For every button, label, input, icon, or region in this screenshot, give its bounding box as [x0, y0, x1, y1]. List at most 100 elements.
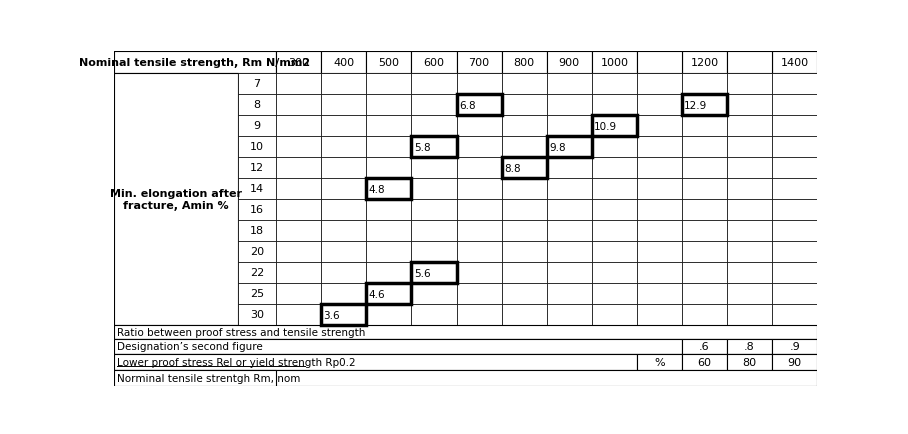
- Bar: [457, 199, 501, 220]
- Bar: [637, 304, 682, 325]
- Bar: [772, 220, 817, 241]
- Text: 7: 7: [253, 79, 261, 89]
- Bar: [592, 52, 637, 74]
- Bar: [321, 220, 367, 241]
- Bar: [682, 241, 727, 262]
- Bar: [367, 178, 411, 199]
- Bar: [682, 354, 727, 370]
- Text: Norminal tensile strentgh Rm, nom: Norminal tensile strentgh Rm, nom: [116, 373, 300, 383]
- Text: 1200: 1200: [690, 58, 718, 68]
- Bar: [637, 178, 682, 199]
- Bar: [321, 304, 367, 325]
- Bar: [457, 74, 501, 95]
- Bar: [501, 199, 547, 220]
- Bar: [637, 199, 682, 220]
- Bar: [637, 220, 682, 241]
- Bar: [457, 304, 501, 325]
- Bar: [321, 262, 367, 283]
- Text: 10.9: 10.9: [594, 122, 617, 132]
- Text: 25: 25: [250, 289, 264, 299]
- Bar: [592, 178, 637, 199]
- Bar: [114, 52, 817, 325]
- Bar: [772, 136, 817, 158]
- Bar: [367, 158, 411, 178]
- Bar: [411, 95, 457, 115]
- Text: 9: 9: [253, 121, 261, 131]
- Bar: [727, 199, 772, 220]
- Bar: [592, 241, 637, 262]
- Bar: [501, 136, 547, 158]
- Bar: [367, 115, 411, 136]
- Bar: [238, 74, 276, 95]
- Bar: [592, 304, 637, 325]
- Text: Designation’s second figure: Designation’s second figure: [116, 342, 262, 352]
- Bar: [547, 158, 592, 178]
- Bar: [276, 262, 321, 283]
- Bar: [727, 136, 772, 158]
- Bar: [367, 74, 411, 95]
- Bar: [592, 158, 637, 178]
- Bar: [772, 158, 817, 178]
- Bar: [547, 178, 592, 199]
- Bar: [592, 115, 637, 136]
- Bar: [501, 74, 547, 95]
- Bar: [727, 158, 772, 178]
- Bar: [727, 52, 772, 74]
- Text: 14: 14: [250, 184, 264, 194]
- Bar: [114, 354, 637, 370]
- Bar: [547, 220, 592, 241]
- Text: %: %: [654, 357, 665, 367]
- Bar: [276, 95, 321, 115]
- Bar: [682, 74, 727, 95]
- Bar: [637, 95, 682, 115]
- Bar: [682, 304, 727, 325]
- Bar: [547, 136, 592, 158]
- Bar: [547, 52, 592, 74]
- Bar: [457, 178, 501, 199]
- Bar: [321, 304, 367, 325]
- Text: 20: 20: [250, 247, 264, 256]
- Text: 9.8: 9.8: [549, 143, 566, 153]
- Bar: [682, 220, 727, 241]
- Bar: [727, 283, 772, 304]
- Bar: [114, 370, 817, 386]
- Bar: [501, 95, 547, 115]
- Text: .9: .9: [789, 342, 800, 352]
- Bar: [276, 52, 321, 74]
- Bar: [411, 220, 457, 241]
- Bar: [411, 241, 457, 262]
- Bar: [727, 74, 772, 95]
- Bar: [501, 158, 547, 178]
- Bar: [411, 199, 457, 220]
- Bar: [411, 262, 457, 283]
- Bar: [772, 283, 817, 304]
- Bar: [727, 304, 772, 325]
- Bar: [367, 283, 411, 304]
- Bar: [238, 283, 276, 304]
- Bar: [547, 262, 592, 283]
- Bar: [457, 262, 501, 283]
- Bar: [727, 354, 772, 370]
- Bar: [592, 283, 637, 304]
- Text: 600: 600: [423, 58, 445, 68]
- Bar: [411, 52, 457, 74]
- Bar: [682, 283, 727, 304]
- Text: 80: 80: [743, 357, 756, 367]
- Bar: [592, 74, 637, 95]
- Bar: [321, 52, 367, 74]
- Bar: [367, 52, 411, 74]
- Bar: [501, 52, 547, 74]
- Bar: [276, 199, 321, 220]
- Bar: [276, 115, 321, 136]
- Bar: [592, 220, 637, 241]
- Bar: [411, 262, 457, 283]
- Bar: [682, 95, 727, 115]
- Bar: [411, 136, 457, 158]
- Bar: [682, 339, 727, 354]
- Bar: [238, 262, 276, 283]
- Bar: [367, 178, 411, 199]
- Bar: [501, 262, 547, 283]
- Bar: [501, 241, 547, 262]
- Bar: [457, 95, 501, 115]
- Bar: [592, 115, 637, 136]
